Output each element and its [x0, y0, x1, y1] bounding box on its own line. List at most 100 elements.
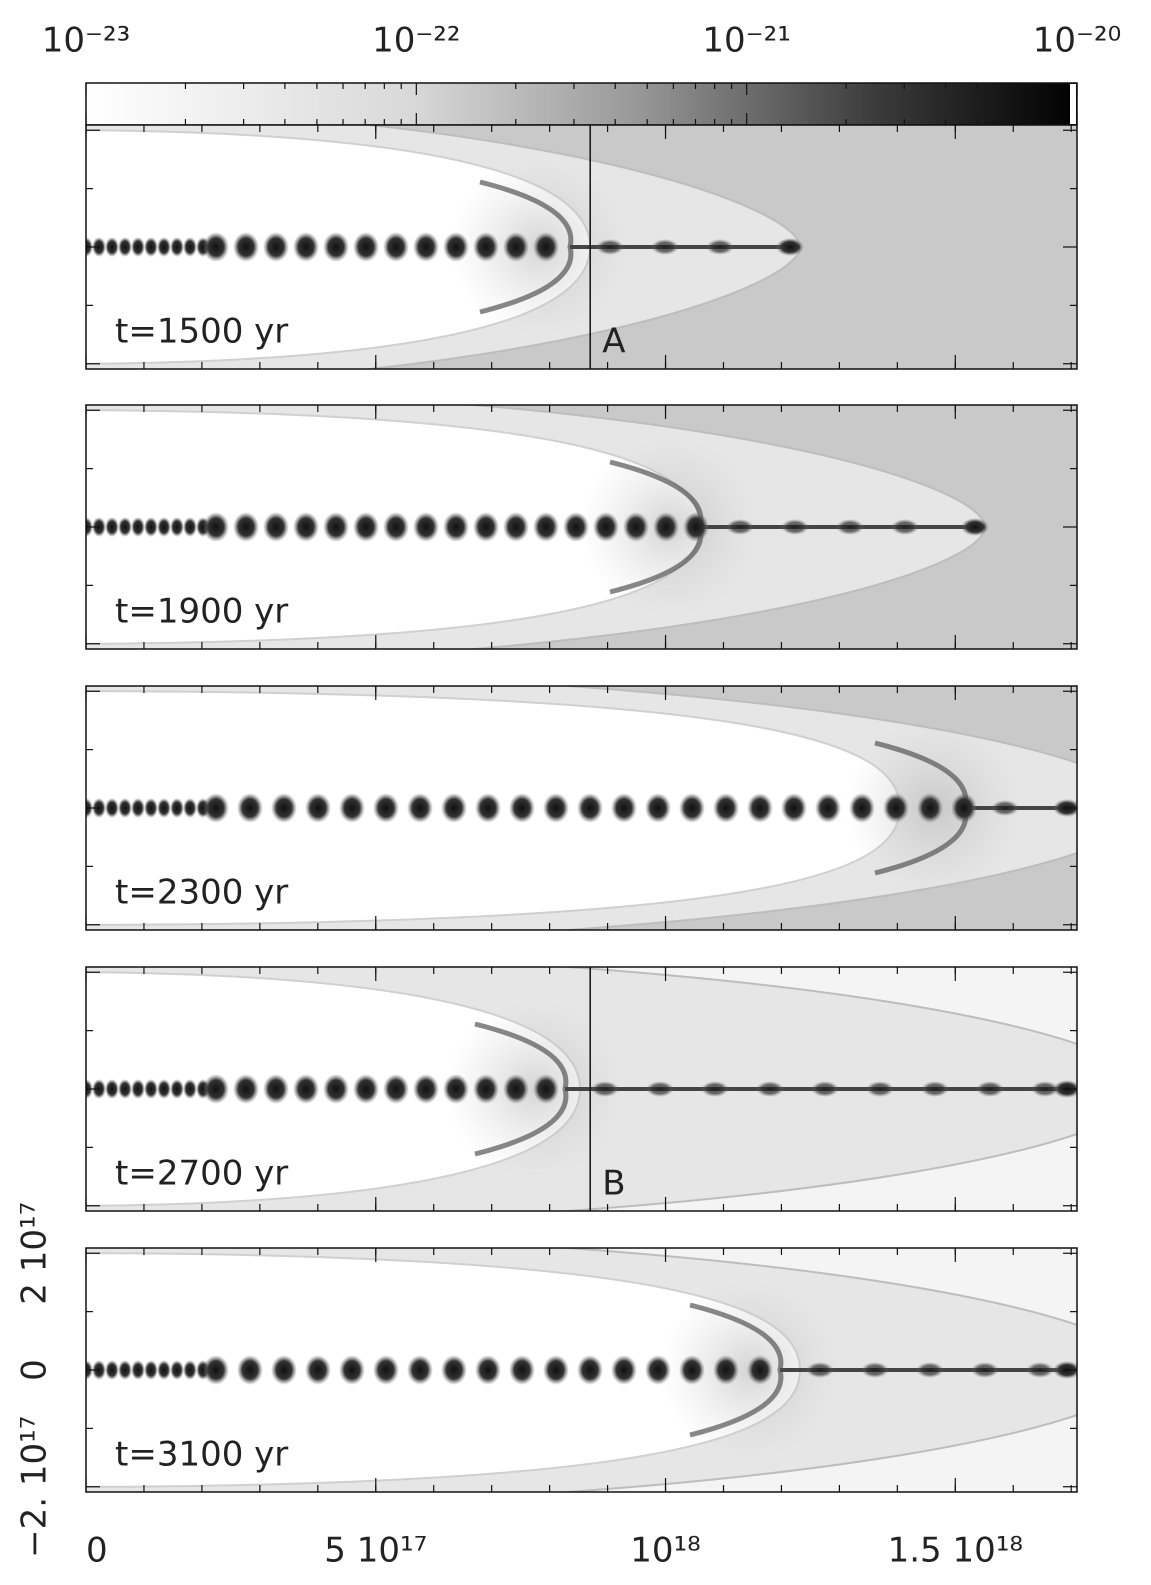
knot — [443, 1074, 469, 1104]
y-tick-label: 0 — [15, 1359, 55, 1381]
knot — [170, 1079, 184, 1099]
panel-label: t=3100 yr — [115, 1435, 288, 1475]
knot — [891, 519, 919, 535]
knot — [706, 239, 734, 255]
marker-label: B — [602, 1164, 625, 1204]
knot — [305, 793, 331, 823]
knot — [916, 1362, 944, 1378]
knot — [293, 232, 319, 262]
knot — [157, 1360, 171, 1380]
panel-label: t=2700 yr — [115, 1154, 288, 1194]
knot — [811, 1081, 839, 1097]
knot — [131, 1360, 145, 1380]
figure: 10⁻²³10⁻²²10⁻²¹10⁻²⁰t=1500 yrAt=1900 yrt… — [0, 0, 1151, 1585]
density-panel: t=1900 yr — [46, 385, 1077, 669]
panel-label: t=1900 yr — [115, 592, 288, 632]
knot — [170, 237, 184, 257]
knot — [577, 1355, 603, 1385]
knot — [183, 517, 197, 537]
knot — [413, 232, 439, 262]
panel-label: t=1500 yr — [115, 312, 288, 352]
knot — [509, 1355, 535, 1385]
head-knot — [776, 238, 804, 256]
knot — [183, 1079, 197, 1099]
knot — [713, 793, 739, 823]
knot — [144, 1360, 158, 1380]
knot — [866, 1081, 894, 1097]
knot — [861, 1362, 889, 1378]
knot — [203, 1074, 229, 1104]
knot — [170, 1360, 184, 1380]
knot — [118, 1360, 132, 1380]
knot — [563, 512, 589, 542]
marker-label: A — [602, 322, 625, 362]
knot — [593, 512, 619, 542]
knot — [105, 1360, 119, 1380]
knot — [679, 793, 705, 823]
knot — [806, 1362, 834, 1378]
knot — [781, 519, 809, 535]
y-tick-label: −2. 10¹⁷ — [15, 1416, 55, 1558]
colorbar-tick-label: 10⁻²² — [372, 21, 460, 61]
knot — [118, 1079, 132, 1099]
knot — [543, 1355, 569, 1385]
knot — [623, 512, 649, 542]
knot — [509, 793, 535, 823]
knot — [383, 232, 409, 262]
knot — [849, 793, 875, 823]
knot — [503, 512, 529, 542]
knot — [533, 1074, 559, 1104]
knot — [203, 793, 229, 823]
knot — [373, 1355, 399, 1385]
panel-label: t=2300 yr — [115, 873, 288, 913]
knot — [726, 519, 754, 535]
knot — [991, 800, 1019, 816]
knot — [473, 1074, 499, 1104]
knot — [144, 517, 158, 537]
knot — [921, 1081, 949, 1097]
knot — [203, 232, 229, 262]
colorbar-end — [1070, 84, 1076, 124]
knot — [533, 232, 559, 262]
knot — [157, 1079, 171, 1099]
x-tick-label: 1.5 10¹⁸ — [888, 1531, 1023, 1571]
knot — [203, 1355, 229, 1385]
knot — [263, 512, 289, 542]
knot — [118, 517, 132, 537]
knot — [305, 1355, 331, 1385]
knot — [353, 1074, 379, 1104]
knot — [781, 793, 807, 823]
knot — [293, 512, 319, 542]
knot — [353, 232, 379, 262]
knot — [971, 1362, 999, 1378]
knot — [836, 519, 864, 535]
knot — [183, 798, 197, 818]
colorbar-tick-label: 10⁻²⁰ — [1033, 21, 1121, 61]
knot — [105, 237, 119, 257]
x-tick-label: 5 10¹⁷ — [324, 1531, 427, 1571]
knot — [473, 232, 499, 262]
knot — [413, 1074, 439, 1104]
knot — [144, 237, 158, 257]
x-tick-label: 10¹⁸ — [630, 1531, 701, 1571]
knot — [170, 517, 184, 537]
knot — [747, 793, 773, 823]
colorbar — [86, 83, 1077, 125]
x-tick-label: 0 — [86, 1531, 108, 1571]
knot — [203, 512, 229, 542]
knot — [611, 1355, 637, 1385]
colorbar-tick-label: 10⁻²³ — [42, 21, 130, 61]
knot — [131, 517, 145, 537]
knot — [233, 232, 259, 262]
knot — [883, 793, 909, 823]
knot — [413, 512, 439, 542]
knot — [157, 237, 171, 257]
knot — [473, 512, 499, 542]
knot — [683, 512, 709, 542]
knot — [1031, 1081, 1059, 1097]
knot — [443, 232, 469, 262]
density-panel: t=2300 yr — [46, 666, 1150, 950]
knot — [131, 237, 145, 257]
knot — [131, 798, 145, 818]
